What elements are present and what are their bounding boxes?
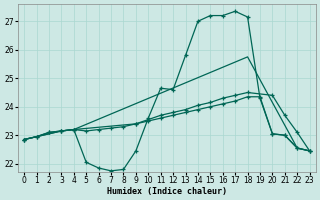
X-axis label: Humidex (Indice chaleur): Humidex (Indice chaleur) <box>107 187 227 196</box>
